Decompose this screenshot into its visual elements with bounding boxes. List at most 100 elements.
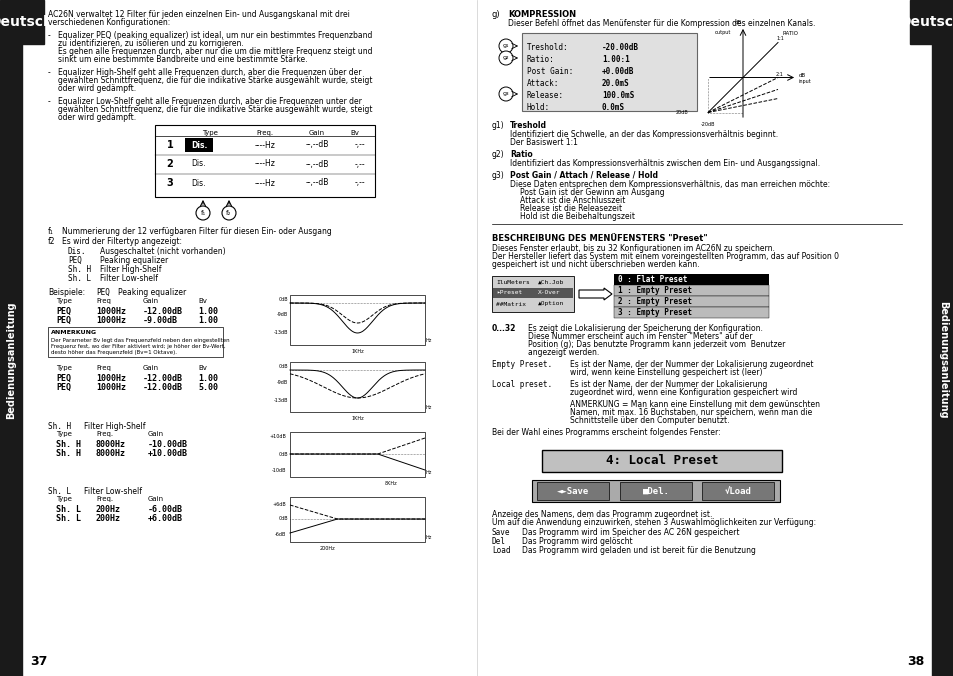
Bar <box>614 296 768 307</box>
Text: Gain: Gain <box>309 130 325 136</box>
Text: Identifiziert das Kompressionsverhältnis zwischen dem Ein- und Ausgangssignal.: Identifiziert das Kompressionsverhältnis… <box>510 159 820 168</box>
Text: Save: Save <box>492 528 510 537</box>
Text: 1000Hz: 1000Hz <box>96 383 126 392</box>
Text: Es ist der Name, der der Nummer der Lokalisierung zugeordnet: Es ist der Name, der der Nummer der Loka… <box>569 360 813 369</box>
Text: 1.00: 1.00 <box>198 316 218 325</box>
Text: zu identifizieren, zu isolieren und zu korrigieren.: zu identifizieren, zu isolieren und zu k… <box>58 39 244 48</box>
Text: Deutsch: Deutsch <box>899 15 953 29</box>
Text: 0dB: 0dB <box>278 297 288 302</box>
Text: -: - <box>48 68 51 77</box>
Text: KOMPRESSION: KOMPRESSION <box>507 10 576 19</box>
Text: +10.00dB: +10.00dB <box>148 449 188 458</box>
Text: Position (g); Das benutzte Programm kann jederzeit vom  Benutzer: Position (g); Das benutzte Programm kann… <box>527 340 784 349</box>
Text: Equalizer Low-Shelf geht alle Frequenzen durch, aber die Frequenzen unter der: Equalizer Low-Shelf geht alle Frequenzen… <box>58 97 361 106</box>
Text: angezeigt werden.: angezeigt werden. <box>527 348 598 357</box>
Text: Ratio: Ratio <box>510 150 532 159</box>
Bar <box>701 482 773 500</box>
Text: --,--dB: --,--dB <box>305 178 329 187</box>
Bar <box>290 432 424 477</box>
Text: 2 : Empty Preset: 2 : Empty Preset <box>618 297 691 306</box>
Text: ----Hz: ----Hz <box>254 160 275 168</box>
Text: PEQ: PEQ <box>96 288 110 297</box>
Text: g1): g1) <box>492 121 504 130</box>
Bar <box>521 33 697 111</box>
Text: Post Gain / Attach / Release / Hold: Post Gain / Attach / Release / Hold <box>510 171 658 180</box>
Text: Type: Type <box>56 298 71 304</box>
Text: gespeichert ist und nicht überschrieben werden kann.: gespeichert ist und nicht überschrieben … <box>492 260 699 269</box>
Text: Gain: Gain <box>143 298 159 304</box>
Text: g₁: g₁ <box>502 43 509 49</box>
Text: -9dB: -9dB <box>276 312 288 318</box>
Text: PEQ: PEQ <box>56 307 71 316</box>
Text: verschiedenen Konfigurationen:: verschiedenen Konfigurationen: <box>48 18 170 27</box>
Text: ----Hz: ----Hz <box>254 178 275 187</box>
Text: Filter Low-shelf: Filter Low-shelf <box>84 487 142 496</box>
Bar <box>48 327 223 357</box>
Text: Dis.: Dis. <box>191 141 207 149</box>
Text: dB: dB <box>735 20 741 25</box>
Text: ##Matrix: ##Matrix <box>496 301 525 306</box>
Text: +6.00dB: +6.00dB <box>148 514 183 523</box>
Text: 4: Local Preset: 4: Local Preset <box>605 454 718 468</box>
Text: gewählten Schnittfrequenz, die für die indikative Stärke ausgewählt wurde, steig: gewählten Schnittfrequenz, die für die i… <box>58 76 372 85</box>
Text: Identifiziert die Schwelle, an der das Kompressionsverhältnis beginnt.: Identifiziert die Schwelle, an der das K… <box>510 130 778 139</box>
Text: -20.00dB: -20.00dB <box>601 43 639 52</box>
Text: g3): g3) <box>492 171 504 180</box>
Text: Attack:: Attack: <box>526 79 558 88</box>
Text: ◄►Save: ◄►Save <box>557 487 589 496</box>
Text: 0.0mS: 0.0mS <box>601 103 624 112</box>
Text: g₂: g₂ <box>502 55 509 60</box>
Circle shape <box>222 206 235 220</box>
Bar <box>290 295 424 345</box>
Text: f₁: f₁ <box>48 227 53 236</box>
Text: Hz: Hz <box>426 405 432 410</box>
Text: zugeordnet wird, wenn eine Konfiguration gespeichert wird: zugeordnet wird, wenn eine Konfiguration… <box>569 388 797 397</box>
Bar <box>614 274 768 285</box>
Text: Empty Preset.: Empty Preset. <box>492 360 552 369</box>
Text: oder wird gedämpft.: oder wird gedämpft. <box>58 113 136 122</box>
Text: Bei der Wahl eines Programms erscheint folgendes Fenster:: Bei der Wahl eines Programms erscheint f… <box>492 428 720 437</box>
Text: Release ist die Releasezeit: Release ist die Releasezeit <box>519 204 621 213</box>
Text: 1:1: 1:1 <box>775 37 783 41</box>
Text: PEQ: PEQ <box>56 383 71 392</box>
Bar <box>931 44 953 676</box>
Text: Freq.: Freq. <box>96 496 113 502</box>
Bar <box>0 0 44 44</box>
Text: Local preset.: Local preset. <box>492 380 552 389</box>
Text: 3 : Empty Preset: 3 : Empty Preset <box>618 308 691 317</box>
Text: dB: dB <box>799 73 805 78</box>
Text: Ratio:: Ratio: <box>526 55 554 64</box>
Bar <box>0 44 22 676</box>
Text: Del: Del <box>492 537 505 546</box>
Text: Der Basiswert 1:1: Der Basiswert 1:1 <box>510 138 578 147</box>
Text: Attack ist die Anschlusszeit: Attack ist die Anschlusszeit <box>519 196 625 205</box>
Text: ■Del.: ■Del. <box>642 487 669 496</box>
FancyArrow shape <box>578 288 612 300</box>
Text: 20dB: 20dB <box>675 110 687 115</box>
Text: Dieses Fenster erlaubt, bis zu 32 Konfigurationen im AC26N zu speichern.: Dieses Fenster erlaubt, bis zu 32 Konfig… <box>492 244 774 253</box>
Text: 200Hz: 200Hz <box>96 514 121 523</box>
Text: input: input <box>799 79 811 84</box>
Text: Sh. H: Sh. H <box>48 422 71 431</box>
Text: Hold:: Hold: <box>526 103 550 112</box>
Text: Hold ist die Beibehaltungszeit: Hold ist die Beibehaltungszeit <box>519 212 635 221</box>
Text: Sh. H: Sh. H <box>56 440 81 449</box>
Text: Peaking equalizer: Peaking equalizer <box>118 288 186 297</box>
Text: Bedienungsanleitung: Bedienungsanleitung <box>6 301 16 419</box>
Text: Der Parameter Bv legt das Frequenzfeld neben den eingestellten
Frequenz fest, wo: Der Parameter Bv legt das Frequenzfeld n… <box>51 338 230 355</box>
Text: Sh. H: Sh. H <box>68 265 91 274</box>
Text: Diese Nummer erscheint auch im Fenster "Meters" auf der: Diese Nummer erscheint auch im Fenster "… <box>527 332 752 341</box>
Text: 0 : Flat Preset: 0 : Flat Preset <box>618 275 687 284</box>
Text: -12.00dB: -12.00dB <box>143 374 183 383</box>
Circle shape <box>498 87 513 101</box>
Text: 1.00: 1.00 <box>198 374 218 383</box>
Text: Sh. L: Sh. L <box>48 487 71 496</box>
Bar <box>537 482 608 500</box>
Text: 0...32: 0...32 <box>492 324 516 333</box>
Text: Beispiele:: Beispiele: <box>48 288 85 297</box>
Text: Equalizer High-Shelf geht alle Frequenzen durch, aber die Frequenzen über der: Equalizer High-Shelf geht alle Frequenze… <box>58 68 361 77</box>
Text: 3: 3 <box>167 178 173 188</box>
Bar <box>541 450 781 472</box>
Text: 8000Hz: 8000Hz <box>96 449 126 458</box>
Text: 1000Hz: 1000Hz <box>96 307 126 316</box>
